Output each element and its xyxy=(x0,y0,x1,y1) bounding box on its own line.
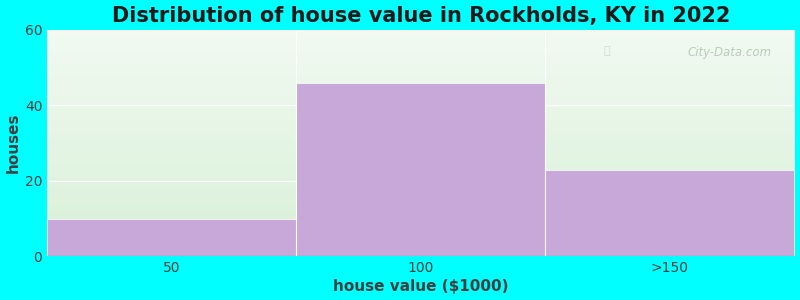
Bar xyxy=(47,219,296,256)
Text: City-Data.com: City-Data.com xyxy=(688,46,772,59)
Text: 🔍: 🔍 xyxy=(604,46,610,56)
X-axis label: house value ($1000): house value ($1000) xyxy=(333,279,509,294)
Bar xyxy=(296,83,546,256)
Bar xyxy=(546,169,794,256)
Y-axis label: houses: houses xyxy=(6,113,21,173)
Title: Distribution of house value in Rockholds, KY in 2022: Distribution of house value in Rockholds… xyxy=(112,6,730,26)
